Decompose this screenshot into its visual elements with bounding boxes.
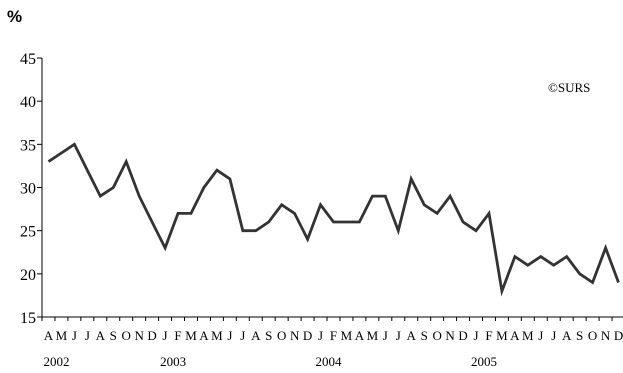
x-year-label: 2002 [43,354,69,369]
x-month-label: A [355,328,365,343]
x-month-label: A [251,328,261,343]
y-tick-label: 30 [20,181,36,198]
x-month-label: O [588,328,597,343]
x-month-label: F [330,328,337,343]
x-month-label: J [240,328,245,343]
x-month-label: M [522,328,534,343]
x-month-label: M [367,328,379,343]
x-month-label: J [318,328,323,343]
x-month-label: J [473,328,478,343]
x-month-label: F [174,328,181,343]
y-axis-ticks: 15 20 25 30 35 40 45 [20,51,42,327]
y-tick-label: 20 [20,267,36,284]
x-year-label: 2005 [471,354,497,369]
y-unit-label: % [7,7,22,26]
x-month-label: S [421,328,428,343]
x-month-label: J [85,328,90,343]
x-year-label: 2004 [316,354,343,369]
x-month-label: M [185,328,197,343]
x-month-label: A [199,328,209,343]
x-month-label: J [163,328,168,343]
axes [41,58,623,318]
x-month-label: M [496,328,508,343]
series-line [47,142,620,297]
x-month-label: N [134,328,144,343]
x-month-label: A [510,328,520,343]
x-month-label: A [96,328,106,343]
x-month-label: A [44,328,54,343]
x-month-label: J [72,328,77,343]
y-tick-label: 15 [20,310,36,327]
x-month-label: S [110,328,117,343]
x-month-label: D [303,328,312,343]
x-month-label: M [341,328,353,343]
x-month-label: O [122,328,131,343]
x-month-label: D [614,328,623,343]
y-tick-label: 45 [20,51,36,68]
x-month-label: J [383,328,388,343]
x-month-label: F [485,328,492,343]
x-month-label: J [227,328,232,343]
x-month-label: J [551,328,556,343]
x-month-label: N [445,328,455,343]
copyright-watermark: ©SURS [548,80,590,95]
x-month-label: J [396,328,401,343]
y-tick-label: 40 [20,94,36,111]
x-month-label: S [265,328,272,343]
y-tick-label: 25 [20,224,36,241]
x-month-label: N [601,328,611,343]
x-month-label: D [458,328,467,343]
x-month-label: A [562,328,572,343]
x-month-label: O [277,328,286,343]
x-month-label: A [407,328,417,343]
x-month-label: J [538,328,543,343]
x-month-label: S [576,328,583,343]
x-month-label: M [56,328,68,343]
x-month-label: D [147,328,156,343]
x-month-label: N [290,328,300,343]
y-tick-label: 35 [20,137,36,154]
x-month-label: M [211,328,223,343]
x-year-label: 2003 [160,354,186,369]
x-axis-ticks [41,317,613,321]
x-year-labels: 2002 2003 2004 2005 [43,354,497,369]
x-month-label: O [432,328,441,343]
